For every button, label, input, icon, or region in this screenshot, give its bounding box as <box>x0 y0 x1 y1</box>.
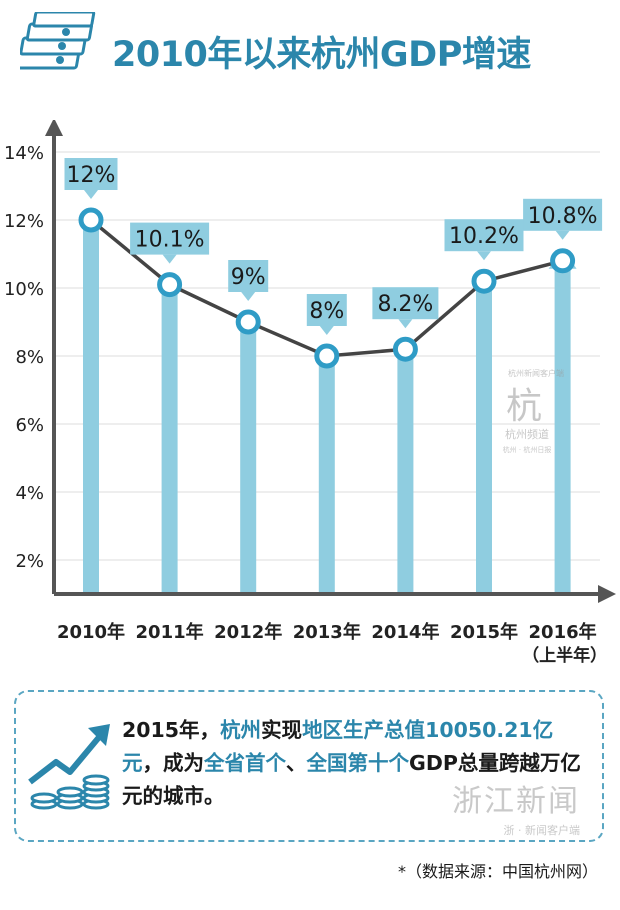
info-h2: 全国第十个 <box>306 751 410 775</box>
data-label-box <box>523 198 603 231</box>
bar <box>240 326 257 594</box>
watermark-bottom-sub: 浙 · 新闻客户端 <box>503 824 581 837</box>
data-label: 10.2% <box>449 224 519 249</box>
data-point <box>550 248 576 274</box>
data-label: 12% <box>67 163 116 188</box>
bar <box>161 288 178 594</box>
data-source: *（数据来源：中国杭州网） <box>397 862 598 881</box>
data-label: 10.1% <box>135 228 205 253</box>
info-text: 2015年，杭州实现地区生产总值10050.21亿元，成为全省首个、全国第十个G… <box>122 714 592 813</box>
watermark-bottom-title: 浙江新闻 <box>452 784 580 819</box>
y-tick-label: 14% <box>4 143 44 164</box>
data-label-pointer <box>477 251 491 261</box>
y-tick-label: 8% <box>15 347 44 368</box>
y-tick-label: 4% <box>15 483 44 504</box>
watermark-bottom: 浙江新闻 浙 · 新闻客户端 <box>452 776 580 838</box>
y-tick-label: 12% <box>4 211 44 232</box>
data-label-box <box>228 260 269 292</box>
data-label: 8.2% <box>377 292 433 317</box>
money-stack-icon <box>20 12 96 70</box>
data-point <box>235 309 261 335</box>
data-label: 10.8% <box>528 204 598 229</box>
y-axis-arrow <box>45 120 63 136</box>
data-label: 9% <box>231 265 266 290</box>
watermark-name: 杭州频道 <box>505 427 549 441</box>
x-axis-arrow <box>598 585 616 603</box>
info-verb: 实现 <box>261 718 303 742</box>
bar-layer <box>83 224 577 594</box>
growth-coins-icon <box>28 724 110 810</box>
info-year: 2015年， <box>122 718 221 742</box>
marker-layer <box>78 207 576 369</box>
x-tick-label: 2013年 <box>293 621 361 643</box>
watermark-logo: 杭州新闻客户端 杭 杭州频道 杭州 · 杭州日报 <box>503 368 564 454</box>
y-tick-label: 2% <box>15 551 44 572</box>
bar <box>397 353 414 594</box>
axis-layer: 2010年 2011年 2012年 2013年 2014年 2015年 2016年（上半年） <box>45 120 616 666</box>
watermark-small-text: 杭州新闻客户端 <box>508 368 564 378</box>
watermark-sub: 杭州 · 杭州日报 <box>503 445 552 454</box>
data-label-pointer <box>319 326 334 335</box>
data-point <box>471 268 497 294</box>
data-label-pointer <box>84 190 98 199</box>
x-tick-sublabel: （上半年） <box>522 645 607 666</box>
data-label-pointer <box>555 230 570 240</box>
y-tick-label: 6% <box>15 415 44 436</box>
x-tick-label: 2010年 <box>57 621 125 643</box>
bar <box>554 264 571 594</box>
x-tick-label: 2015年 <box>450 621 518 643</box>
bar <box>476 285 492 594</box>
data-label-box <box>444 219 524 252</box>
data-label-pointer <box>398 319 413 329</box>
data-point <box>78 207 104 233</box>
bar <box>318 360 335 594</box>
info-h1: 全省首个 <box>204 751 286 775</box>
info-metric: 地区生产总值 <box>302 718 426 742</box>
x-tick-label: 2016年 <box>529 621 597 643</box>
data-label: 8% <box>309 299 344 324</box>
y-tick-label: 10% <box>4 279 44 300</box>
data-point <box>392 336 418 362</box>
data-label-box <box>64 158 118 190</box>
data-point <box>314 343 340 369</box>
data-label-box <box>130 222 210 255</box>
info-t3: GDP总量跨越万亿元的城市。 <box>122 751 581 808</box>
info-t2: 、 <box>286 751 307 775</box>
info-t1: ，成为 <box>142 751 205 775</box>
data-label-pointer <box>162 254 177 264</box>
page-title: 2010年以来杭州GDP增速 <box>112 35 531 75</box>
info-unit: 亿元 <box>122 718 554 775</box>
x-tick-label: 2011年 <box>136 621 204 643</box>
data-label-box <box>372 287 439 320</box>
data-point <box>157 272 183 298</box>
info-value: 10050.21 <box>425 718 533 742</box>
info-city: 杭州 <box>220 718 262 742</box>
data-label-box <box>306 294 347 326</box>
data-label-pointer <box>241 292 256 301</box>
tick-layer: 2% 4% 6% 8% 10% 12% 14% <box>4 143 44 572</box>
gdp-growth-chart: 12%10.1%9%8% 8.2%10.2%10.8% 2010年 2011年 201… <box>4 120 616 666</box>
title-row: 2010年以来杭州GDP增速 <box>20 12 600 82</box>
x-tick-label: 2012年 <box>214 621 282 643</box>
info-box: 2015年，杭州实现地区生产总值10050.21亿元，成为全省首个、全国第十个G… <box>14 690 604 842</box>
label-layer: 12% 10.1% 9% 8% 8.2% 10.2% 10.8% <box>64 158 603 335</box>
watermark-char: 杭 <box>506 386 542 427</box>
bar <box>83 224 99 594</box>
x-tick-label: 2014年 <box>371 621 439 643</box>
